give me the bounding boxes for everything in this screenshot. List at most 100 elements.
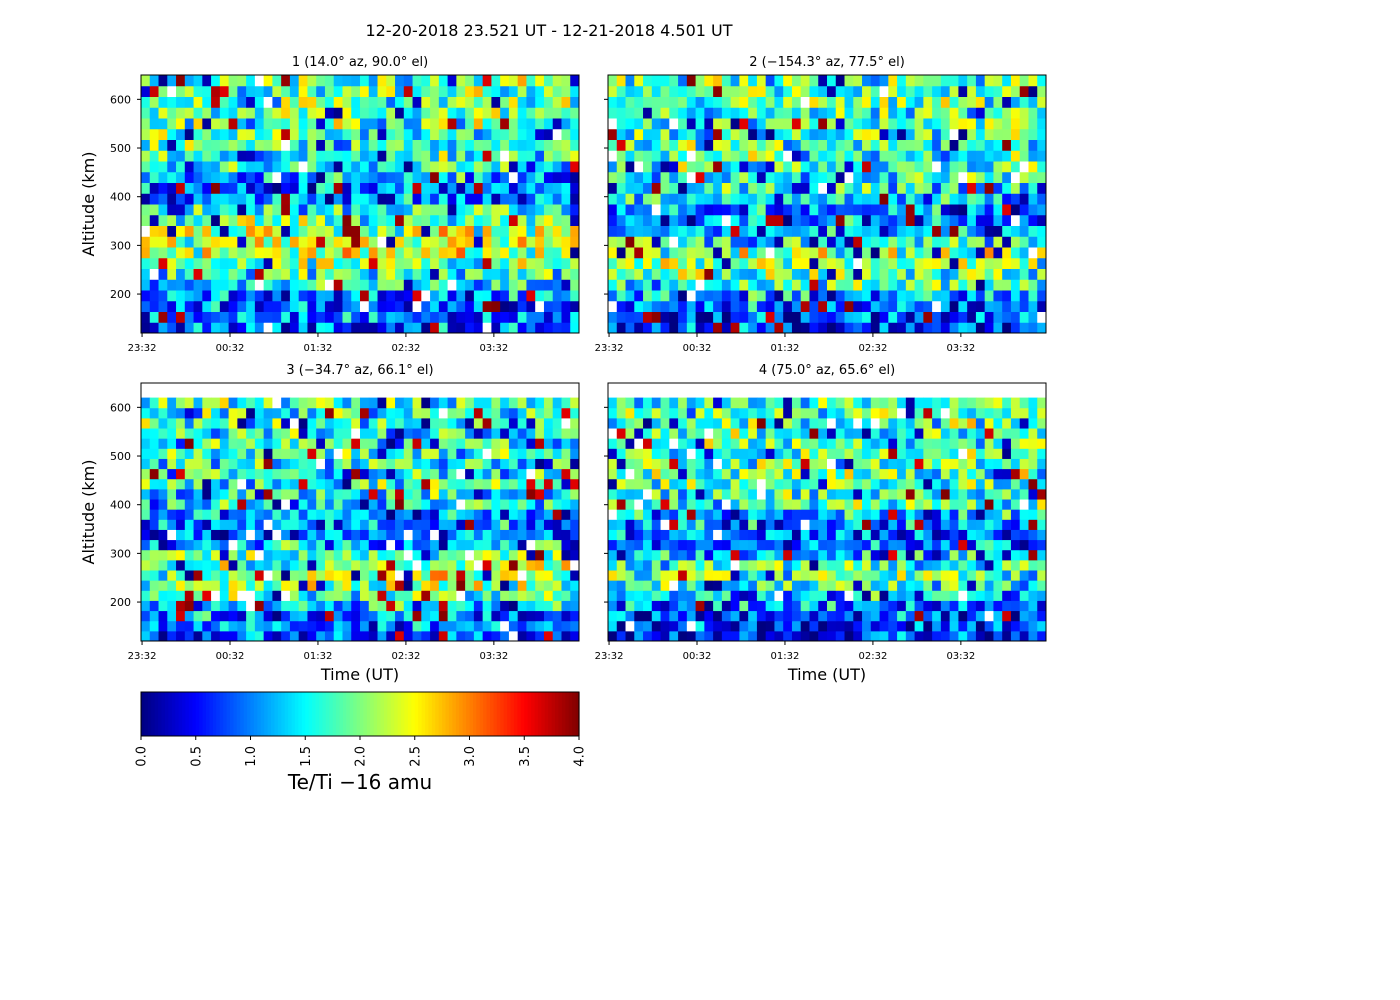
heatmap-cell xyxy=(809,478,819,490)
heatmap-cell xyxy=(844,150,854,162)
heatmap-cell xyxy=(456,478,466,490)
heatmap-cell xyxy=(333,96,343,108)
heatmap-cell xyxy=(360,468,370,480)
heatmap-cell xyxy=(914,182,924,194)
heatmap-cell xyxy=(774,458,784,470)
heatmap-cell xyxy=(678,268,688,280)
heatmap-cell xyxy=(721,539,732,551)
heatmap-cell xyxy=(351,161,361,173)
heatmap-cell xyxy=(853,519,863,530)
heatmap-cell xyxy=(791,322,802,334)
heatmap-cell xyxy=(561,214,571,226)
heatmap-cell xyxy=(835,620,846,632)
heatmap-cell xyxy=(783,580,793,591)
heatmap-cell xyxy=(608,150,618,162)
heatmap-cell xyxy=(888,448,898,459)
heatmap-cell xyxy=(844,539,854,551)
heatmap-cell xyxy=(184,161,195,173)
heatmap-cell xyxy=(141,600,151,612)
heatmap-cell xyxy=(360,539,370,551)
heatmap-cell xyxy=(246,580,256,591)
heatmap-cell xyxy=(879,257,889,269)
heatmap-cell xyxy=(526,529,536,541)
heatmap-cell xyxy=(984,458,994,470)
heatmap-cell xyxy=(625,448,635,459)
heatmap-cell xyxy=(809,193,819,205)
heatmap-cell xyxy=(967,182,977,194)
heatmap-cell xyxy=(625,458,635,470)
heatmap-cell xyxy=(809,458,819,470)
heatmap-cell xyxy=(748,139,758,151)
heatmap-cell xyxy=(669,268,679,280)
heatmap-cell xyxy=(193,204,203,216)
heatmap-cell xyxy=(430,204,440,216)
heatmap-cell xyxy=(570,417,580,429)
heatmap-cell xyxy=(491,139,501,151)
heatmap-cell xyxy=(552,118,562,130)
heatmap-cell xyxy=(438,118,449,130)
heatmap-cell xyxy=(289,182,300,194)
heatmap-cell xyxy=(430,600,440,612)
heatmap-cell xyxy=(844,300,854,312)
heatmap-cell xyxy=(351,590,361,601)
heatmap-cell xyxy=(669,529,679,541)
heatmap-cell xyxy=(1037,478,1047,490)
heatmap-cell xyxy=(870,630,881,642)
heatmap-cell xyxy=(800,570,810,581)
heatmap-cell xyxy=(879,438,889,449)
heatmap-cell xyxy=(447,311,457,323)
heatmap-cell xyxy=(473,96,484,108)
heatmap-cell xyxy=(289,225,300,237)
heatmap-cell xyxy=(307,488,317,500)
heatmap-cell xyxy=(809,257,819,269)
heatmap-cell xyxy=(695,448,705,459)
heatmap-cell xyxy=(616,539,627,551)
heatmap-cell xyxy=(316,397,326,409)
heatmap-cell xyxy=(704,580,714,591)
heatmap-cell xyxy=(386,600,396,612)
heatmap-cell xyxy=(949,570,959,581)
heatmap-cell xyxy=(958,279,968,291)
heatmap-cell xyxy=(660,519,670,530)
heatmap-cell xyxy=(482,590,492,601)
heatmap-cell xyxy=(456,139,466,151)
heatmap-cell xyxy=(149,204,160,216)
heatmap-cell xyxy=(237,107,247,119)
heatmap-cell xyxy=(421,161,431,173)
heatmap-cell xyxy=(800,438,810,449)
heatmap-cell xyxy=(211,311,221,323)
heatmap-cell xyxy=(1037,236,1047,248)
heatmap-cell xyxy=(219,590,230,601)
heatmap-cell xyxy=(272,268,282,280)
heatmap-cell xyxy=(608,580,618,591)
heatmap-cell xyxy=(535,478,545,490)
heatmap-cell xyxy=(552,468,562,480)
heatmap-cell xyxy=(316,559,326,571)
heatmap-cell xyxy=(888,311,898,323)
heatmap-cell xyxy=(289,85,300,97)
heatmap-cell xyxy=(570,214,580,226)
heatmap-cell xyxy=(202,236,212,248)
heatmap-cell xyxy=(272,75,282,87)
heatmap-cell xyxy=(827,417,837,429)
heatmap-cell xyxy=(202,182,212,194)
heatmap-cell xyxy=(176,182,186,194)
colorbar-segment xyxy=(195,692,200,736)
heatmap-cell xyxy=(993,549,1003,561)
heatmap-cell xyxy=(237,428,247,439)
heatmap-cell xyxy=(739,225,749,237)
heatmap-cell xyxy=(465,509,475,520)
heatmap-cell xyxy=(827,458,837,470)
heatmap-cell xyxy=(616,85,627,97)
heatmap-cell xyxy=(932,468,942,480)
heatmap-cell xyxy=(228,529,238,541)
heatmap-cell xyxy=(254,322,265,334)
heatmap-cell xyxy=(395,417,405,429)
heatmap-cell xyxy=(184,397,195,409)
heatmap-cell xyxy=(625,107,635,119)
heatmap-cell xyxy=(333,559,343,571)
heatmap-cell xyxy=(616,322,627,334)
heatmap-cell xyxy=(800,75,810,87)
heatmap-cell xyxy=(888,559,898,571)
heatmap-cell xyxy=(333,322,343,334)
